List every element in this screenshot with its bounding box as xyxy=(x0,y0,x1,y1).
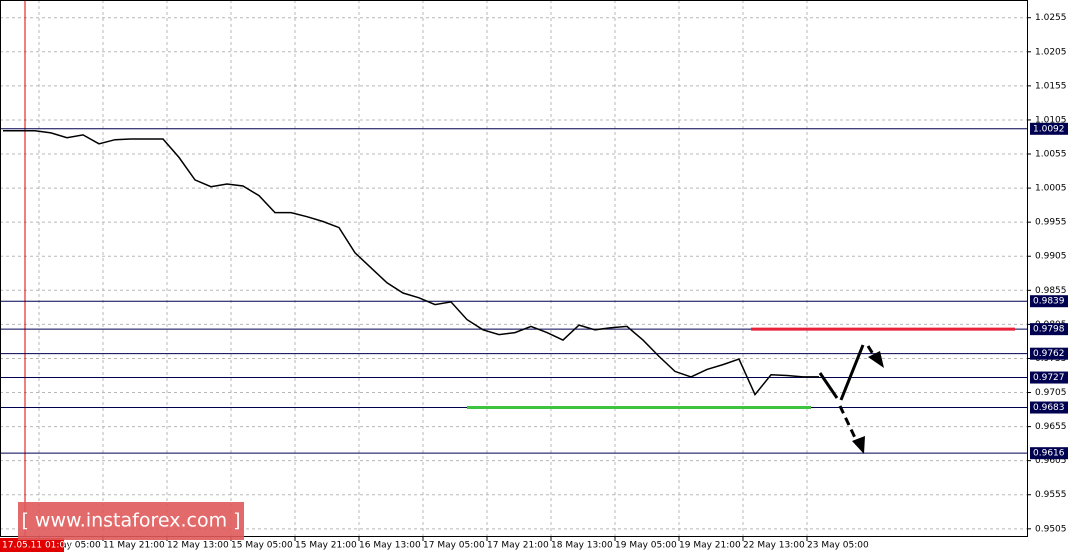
level-label: 0.9839 xyxy=(1033,297,1065,307)
y-tick-label: 1.0205 xyxy=(1035,47,1067,57)
forecast-arrows xyxy=(818,344,884,454)
y-tick-label: 1.0255 xyxy=(1035,13,1067,23)
plot-border xyxy=(0,0,1028,537)
x-tick-label: 19 May 05:00 xyxy=(615,541,677,551)
x-tick-label: 15 May 05:00 xyxy=(231,541,293,551)
x-tick-label: 12 May 13:00 xyxy=(167,541,229,551)
x-tick-label: 16 May 13:00 xyxy=(359,541,421,551)
cursor-label: 17.05.11 01:00 xyxy=(2,541,71,551)
y-tick-label: 1.0005 xyxy=(1035,184,1067,194)
marks xyxy=(0,0,1027,537)
arrow-stroke xyxy=(838,405,859,443)
price-line xyxy=(3,130,819,397)
level-label-box xyxy=(1030,122,1068,135)
y-tick-label: 1.0155 xyxy=(1035,81,1067,91)
level-label-box xyxy=(1030,371,1068,384)
level-label: 0.9616 xyxy=(1033,449,1065,459)
y-tick-label: 0.9655 xyxy=(1035,422,1067,432)
x-tick-label: 23 May 05:00 xyxy=(807,541,869,551)
level-label-box xyxy=(1030,347,1068,360)
level-label: 0.9762 xyxy=(1033,349,1065,359)
y-tick-label: 0.9705 xyxy=(1035,388,1067,398)
level-label: 0.9798 xyxy=(1033,325,1065,335)
y-tick-label: 1.0055 xyxy=(1035,150,1067,160)
y-tick-label: 1.0105 xyxy=(1035,115,1067,125)
x-tick-label: 17 May 05:00 xyxy=(423,541,485,551)
x-tick-label: 18 May 13:00 xyxy=(551,541,613,551)
level-label-box xyxy=(1030,401,1068,414)
labels: 1.0255 1.0205 1.0155 1.0105 1.0055 1.0005 0.99… xyxy=(0,13,1068,552)
x-tick-label: 17 May 21:00 xyxy=(487,541,549,551)
arrow-stroke xyxy=(818,372,839,399)
level-label: 1.0092 xyxy=(1033,124,1065,134)
x-tick-label: 11 May 21:00 xyxy=(103,541,165,551)
x-tick-label: 22 May 13:00 xyxy=(743,541,805,551)
logo: [ www.instaforex.com ] xyxy=(21,510,240,532)
logo-box xyxy=(18,502,244,540)
cursor-label-box xyxy=(0,538,64,552)
y-tick-label: 0.9505 xyxy=(1035,524,1067,534)
x-tick-label: 11 May 05:00 xyxy=(39,541,101,551)
x-tick-label: 19 May 21:00 xyxy=(679,541,741,551)
level-label: 0.9727 xyxy=(1033,373,1065,383)
x-tick-label: 15 May 21:00 xyxy=(295,541,357,551)
y-tick-label: 0.9605 xyxy=(1035,456,1067,466)
arrow-head xyxy=(868,351,884,368)
y-tick-label: 0.9905 xyxy=(1035,252,1067,262)
y-tick-label: 0.9555 xyxy=(1035,490,1067,500)
arrow-stroke xyxy=(839,344,865,401)
y-tick-label: 0.9855 xyxy=(1035,286,1067,296)
level-label: 0.9683 xyxy=(1033,403,1065,413)
arrow-head xyxy=(852,436,865,454)
y-tick-label: 0.9955 xyxy=(1035,218,1067,228)
level-label-box xyxy=(1030,447,1068,460)
level-label-box xyxy=(1030,323,1068,336)
level-label-box xyxy=(1030,295,1068,308)
